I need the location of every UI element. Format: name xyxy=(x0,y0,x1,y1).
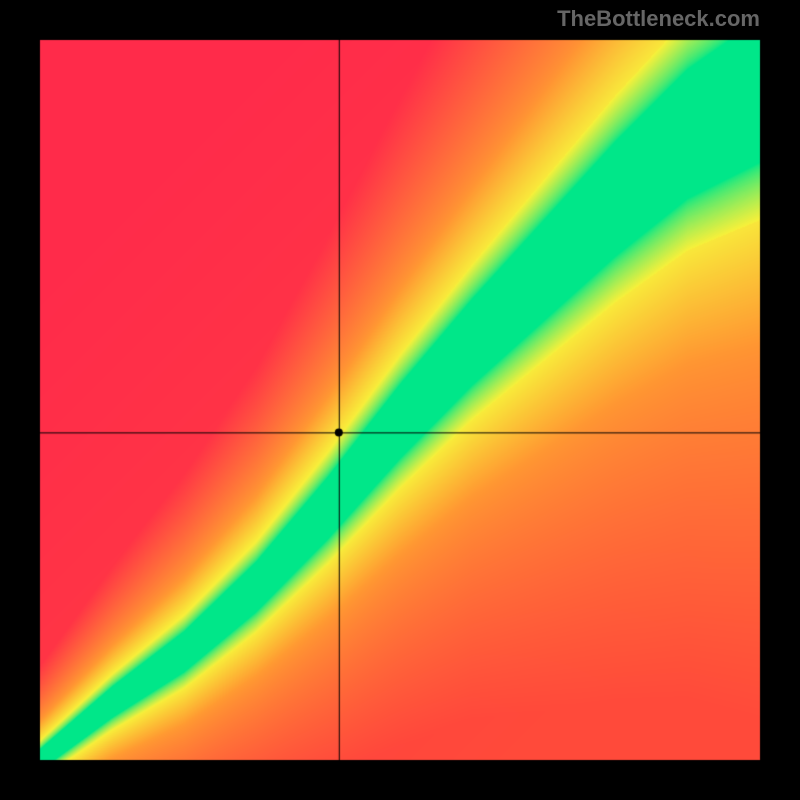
watermark-text: TheBottleneck.com xyxy=(557,6,760,32)
bottleneck-heatmap xyxy=(0,0,800,800)
